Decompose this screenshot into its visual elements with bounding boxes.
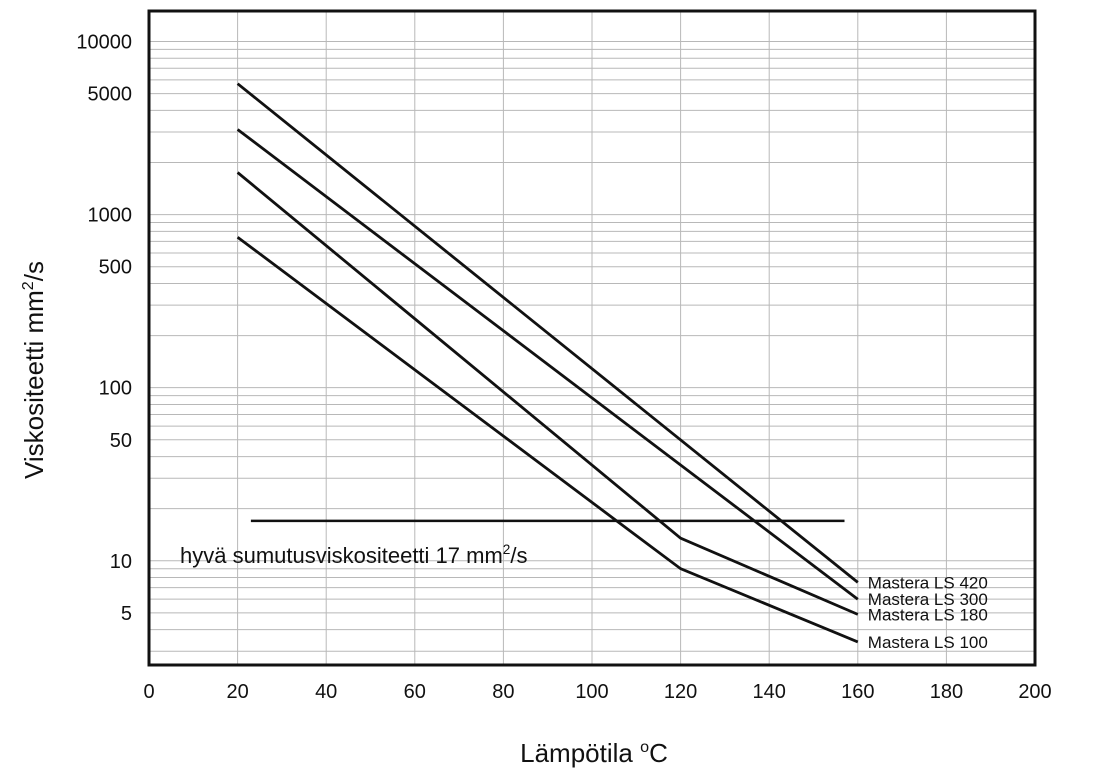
series-group	[236, 82, 859, 644]
series-line	[236, 128, 859, 601]
y-tick-label: 500	[99, 257, 132, 279]
y-tick-label: 5000	[88, 84, 133, 106]
series-label: Mastera LS 300	[868, 590, 988, 609]
x-tick-label: 160	[841, 681, 874, 703]
x-tick-label: 140	[753, 681, 786, 703]
y-tick-label: 1000	[88, 205, 133, 227]
x-tick-label: 80	[492, 681, 514, 703]
x-tick-label: 40	[315, 681, 337, 703]
series-label: Mastera LS 100	[868, 633, 988, 652]
reference-line-group: hyvä sumutusviskositeetti 17 mm2/s	[180, 519, 845, 568]
y-tick-label: 10000	[76, 31, 132, 53]
reference-line-label: hyvä sumutusviskositeetti 17 mm2/s	[180, 542, 527, 568]
series-label: Mastera LS 420	[868, 573, 988, 592]
series-line	[236, 171, 859, 616]
y-axis-title: Viskositeetti mm2/s	[19, 261, 49, 479]
x-tick-label: 20	[226, 681, 248, 703]
grid-lines	[149, 11, 1035, 665]
y-tick-label: 50	[110, 430, 132, 452]
x-axis-ticks: 0 20 40 60 80 100 120 140 160 180 200	[143, 681, 1051, 703]
series-line	[236, 82, 859, 584]
x-tick-label: 0	[143, 681, 154, 703]
x-tick-label: 60	[404, 681, 426, 703]
plot-frame	[147, 9, 1037, 667]
y-tick-label: 10	[110, 551, 132, 573]
series-line	[236, 236, 859, 644]
x-tick-label: 180	[930, 681, 963, 703]
y-tick-label: 100	[99, 378, 132, 400]
x-axis-title: Lämpötila oC	[520, 738, 668, 768]
x-tick-label: 120	[664, 681, 697, 703]
x-tick-label: 100	[575, 681, 608, 703]
y-tick-label: 5	[121, 603, 132, 625]
y-axis-ticks: 10000 5000 1000 500 100 50 10 5	[76, 31, 132, 624]
series-label: Mastera LS 180	[868, 605, 988, 624]
x-tick-label: 200	[1018, 681, 1051, 703]
